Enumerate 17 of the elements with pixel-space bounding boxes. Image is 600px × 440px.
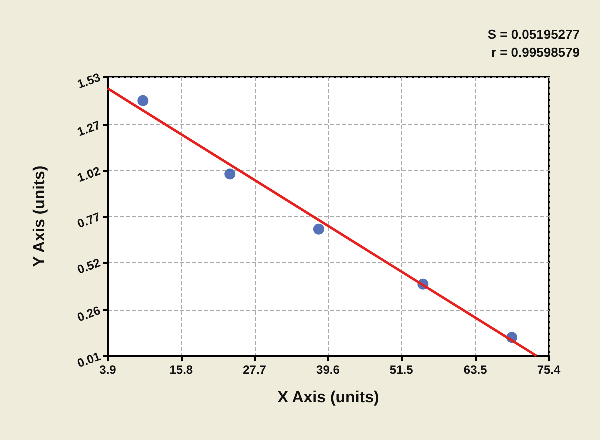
y-tick-label: 0.26: [76, 303, 103, 325]
y-tick-label: 0.52: [76, 256, 103, 277]
x-tick-label: 51.5: [390, 363, 414, 377]
y-tick-label: 1.27: [76, 118, 103, 140]
x-tick-label: 75.4: [537, 363, 561, 377]
x-tick-label: 3.9: [100, 363, 117, 377]
y-tick-label: 1.02: [76, 164, 103, 186]
y-tick-label: 1.53: [76, 70, 103, 92]
text: S = 0.05195277: [488, 27, 580, 42]
y-tick-label: 0.77: [76, 210, 103, 232]
x-tick-label: 15.8: [170, 363, 194, 377]
x-axis-title: X Axis (units): [278, 390, 380, 406]
x-tick-label: 27.7: [243, 363, 267, 377]
text: r = 0.99598579: [491, 45, 580, 60]
y-axis-title: Y Axis (units): [32, 166, 48, 268]
x-tick-label: 39.6: [316, 363, 340, 377]
x-tick-label: 63.5: [464, 363, 488, 377]
